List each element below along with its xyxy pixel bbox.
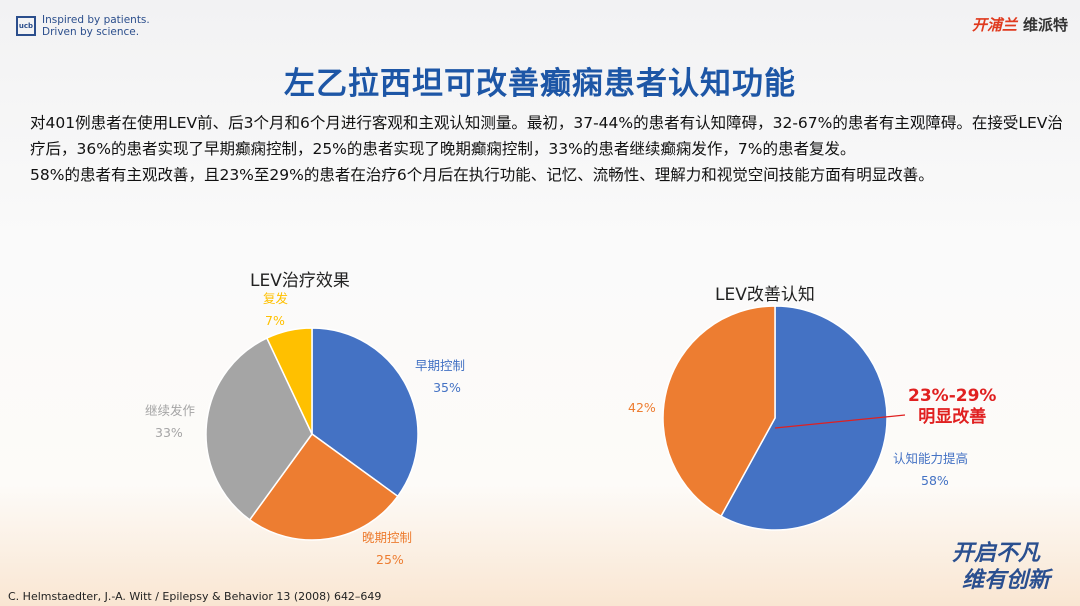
brand-logos: 开浦兰 维派特	[972, 14, 1068, 35]
annotation-leader-line	[774, 414, 906, 429]
improvement-annotation: 23%-29% 明显改善	[908, 386, 997, 427]
label-continued-seizures: 继续发作 33%	[145, 403, 196, 440]
brand-vimpat: 维派特	[1022, 16, 1068, 34]
label-relapse: 复发 7%	[263, 291, 289, 328]
paragraph-2: 58%的患者有主观改善，且23%至29%的患者在治疗6个月后在执行功能、记忆、流…	[30, 166, 934, 184]
chart2-slice-1	[662, 305, 776, 518]
body-text: 对401例患者在使用LEV前、后3个月和6个月进行客观和主观认知测量。最初，37…	[30, 110, 1075, 188]
chart2-title: LEV改善认知	[715, 285, 815, 305]
page-title: 左乙拉西坦可改善癫痫患者认知功能	[284, 66, 796, 102]
paragraph-1: 对401例患者在使用LEV前、后3个月和6个月进行客观和主观认知测量。最初，37…	[30, 114, 1063, 158]
brand-keppra: 开浦兰	[971, 16, 1017, 34]
tagline-1: Inspired by patients.	[42, 14, 150, 26]
citation: C. Helmstaedter, J.-A. Witt / Epilepsy &…	[8, 590, 382, 603]
slogan: 开启不凡 维有创新	[951, 541, 1050, 593]
label-other: 42%	[628, 400, 656, 415]
ucb-logo: ucb Inspired by patients. Driven by scien…	[16, 14, 150, 38]
chart1-slice-2	[205, 337, 313, 521]
label-late-control: 晚期控制 25%	[362, 530, 413, 567]
chart1-slice-3	[265, 327, 313, 435]
tagline-2: Driven by science.	[42, 26, 140, 38]
label-early-control: 早期控制 35%	[415, 358, 466, 395]
label-cognition-improved: 认知能力提高 58%	[893, 451, 969, 488]
chart2-slice-0	[720, 305, 888, 531]
chart1-slice-0	[311, 327, 419, 498]
ucb-logo-mark: ucb	[16, 16, 36, 36]
chart1-slice-1	[248, 432, 399, 541]
chart1-title: LEV治疗效果	[250, 271, 350, 291]
